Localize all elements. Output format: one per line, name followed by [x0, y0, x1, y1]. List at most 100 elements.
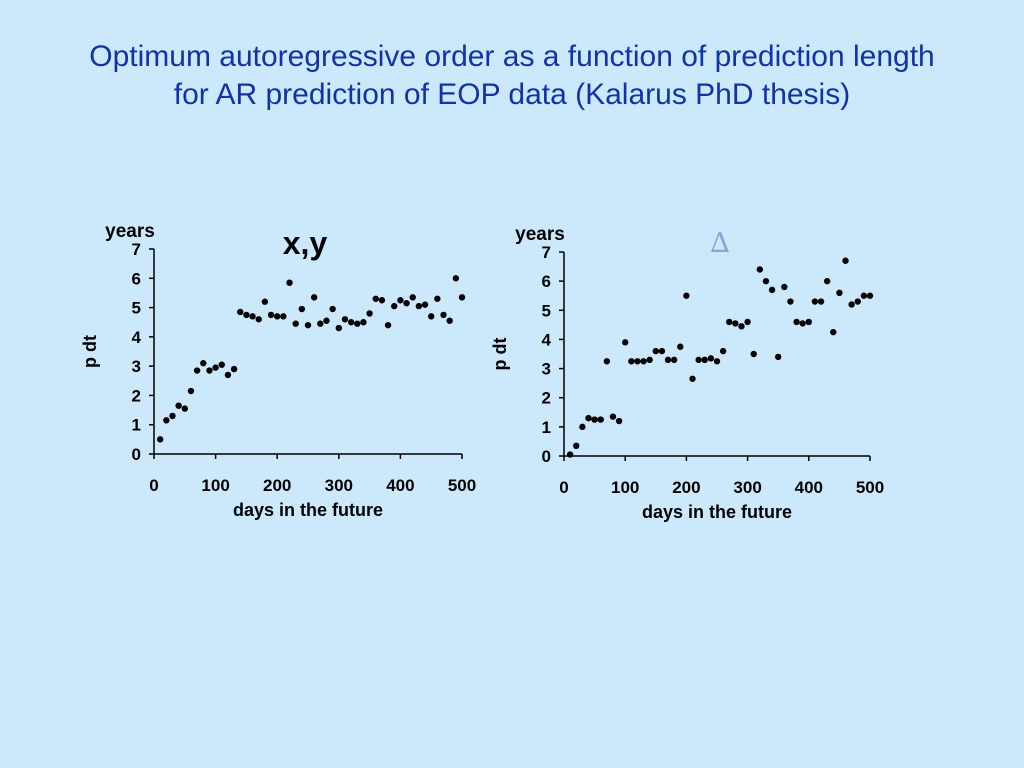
chart-2-data-point [671, 357, 677, 363]
chart-1-x-tick-label: 200 [263, 476, 291, 495]
chart-1-data-point [336, 325, 342, 331]
chart-1-data-point [428, 313, 434, 319]
chart-2-data-point [793, 319, 799, 325]
chart-1-x-tick-label: 300 [325, 476, 353, 495]
chart-1-data-point [206, 367, 212, 373]
chart-1-data-point [366, 310, 372, 316]
chart-2-data-point [591, 416, 597, 422]
chart-2-data-point [708, 355, 714, 361]
chart-1-data-point [274, 313, 280, 319]
chart-1-data-point [410, 294, 416, 300]
chart-1-data-point [243, 312, 249, 318]
chart-2-data-point [824, 278, 830, 284]
chart-2-data-point [610, 413, 616, 419]
chart-1-data-point [397, 297, 403, 303]
chart-2-x-tick-label: 0 [559, 478, 568, 497]
chart-1-data-point [256, 316, 262, 322]
chart-1-data-point [237, 309, 243, 315]
chart-2-data-point [781, 284, 787, 290]
chart-2-data-point [763, 278, 769, 284]
chart-1-data-point [354, 320, 360, 326]
chart-2-data-point [861, 293, 867, 299]
chart-2-data-point [726, 319, 732, 325]
chart-2-data-point [634, 358, 640, 364]
chart-1-data-point [262, 299, 268, 305]
chart-1-data-point [348, 319, 354, 325]
chart-1-data-point [459, 294, 465, 300]
chart-1-unit-label: years [105, 221, 155, 242]
chart-2-y-tick-label: 2 [542, 389, 551, 408]
chart-2-x-tick-label: 300 [733, 478, 761, 497]
chart-1-data-point [360, 319, 366, 325]
chart-2-data-point [714, 358, 720, 364]
chart-2-y-tick-label: 7 [542, 243, 551, 262]
chart-1-data-point [163, 417, 169, 423]
chart-1-data-point [225, 372, 231, 378]
chart-2-data-point [842, 258, 848, 264]
chart-2-data-point [653, 348, 659, 354]
chart-1-data-point [446, 318, 452, 324]
chart-1-data-point [422, 301, 428, 307]
chart-1-data-point [299, 306, 305, 312]
chart-1-data-point [329, 306, 335, 312]
chart-2-y-tick-label: 4 [542, 330, 552, 349]
chart-2-data-point [598, 416, 604, 422]
chart-2-data-point [744, 319, 750, 325]
chart-1-x-tick-label: 0 [149, 476, 158, 495]
chart-2-data-point [628, 358, 634, 364]
chart-2-data-point [818, 298, 824, 304]
chart-1-data-point [188, 388, 194, 394]
chart-1-data-point [440, 312, 446, 318]
chart-1-data-point [323, 318, 329, 324]
chart-2-data-point [812, 298, 818, 304]
chart-2-data-point [622, 339, 628, 345]
chart-2-unit-label: years [515, 224, 565, 245]
chart-2-data-point [738, 323, 744, 329]
chart-1-y-axis-title: p dt [80, 335, 100, 368]
chart-2-data-point [799, 320, 805, 326]
chart-2-data-point [867, 293, 873, 299]
chart-1-data-point [305, 322, 311, 328]
chart-2-data-point [732, 320, 738, 326]
chart-2-data-point [806, 319, 812, 325]
chart-2-data-point [830, 329, 836, 335]
chart-2-data-point [683, 293, 689, 299]
chart-1-x-tick-label: 100 [201, 476, 229, 495]
chart-2-y-tick-label: 6 [542, 272, 551, 291]
chart-2-y-tick-label: 3 [542, 360, 551, 379]
chart-1-data-point [212, 364, 218, 370]
chart-1-data-point [403, 300, 409, 306]
chart-2-data-point [640, 358, 646, 364]
chart-1-data-point [434, 296, 440, 302]
chart-1-y-tick-label: 4 [132, 328, 142, 347]
chart-2-data-point [659, 348, 665, 354]
chart-2-data-point [848, 301, 854, 307]
chart-2-x-tick-label: 100 [611, 478, 639, 497]
chart-2-y-axis-title: p dt [490, 338, 510, 371]
chart-1-data-point [169, 413, 175, 419]
chart-1-y-tick-label: 7 [132, 240, 141, 259]
chart-1-data-point [453, 275, 459, 281]
chart-1-data-point [231, 366, 237, 372]
chart-2-data-point [665, 357, 671, 363]
chart-2-x-tick-label: 200 [672, 478, 700, 497]
chart-1-x-tick-label: 400 [386, 476, 414, 495]
chart-1-y-tick-label: 6 [132, 269, 141, 288]
chart-1-y-tick-label: 5 [132, 299, 141, 318]
chart-2-data-point [573, 443, 579, 449]
chart-1-data-point [416, 303, 422, 309]
chart-2-data-point [677, 344, 683, 350]
chart-2-data-point [695, 357, 701, 363]
chart-1-data-point [286, 279, 292, 285]
chart-1-data-point [157, 436, 163, 442]
chart-2-x-axis-title: days in the future [642, 502, 792, 522]
chart-2-x-tick-label: 500 [856, 478, 884, 497]
chart-2-y-tick-label: 0 [542, 447, 551, 466]
chart-2-data-point [720, 348, 726, 354]
chart-1-y-tick-label: 2 [132, 386, 141, 405]
chart-2-data-point [567, 451, 573, 457]
chart-1-data-point [391, 303, 397, 309]
chart-2-data-point [836, 290, 842, 296]
chart-1-data-point [385, 322, 391, 328]
